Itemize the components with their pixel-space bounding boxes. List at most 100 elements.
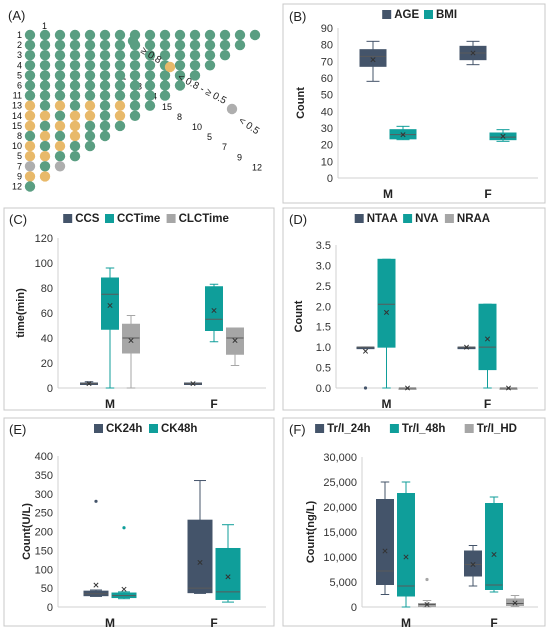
y-tick-label: 150 [35,545,53,557]
matrix-cell [24,70,36,81]
legend-swatch [382,10,392,19]
matrix-cell [99,39,111,51]
outlier-point [363,386,368,390]
matrix-cell [69,130,81,142]
y-tick-label: 10,000 [323,552,357,564]
matrix-cell [54,90,66,101]
panel-label: (F) [289,422,306,437]
matrix-cell [189,70,201,81]
matrix-cell [114,50,126,61]
y-tick-label: 40 [41,333,53,345]
matrix-cell [114,60,126,71]
legend-swatch [403,214,413,223]
matrix-cell [39,29,51,41]
box [215,547,241,600]
y-tick-label: 2.0 [316,301,331,313]
matrix-row-label: 12 [12,182,22,192]
x-category-label: F [210,397,217,411]
legend-label: Tr/I_24h [327,423,370,435]
matrix-cell [99,130,111,142]
panel-label: (A) [8,8,25,23]
matrix-row-label: 10 [12,141,22,151]
matrix-cell [24,29,36,41]
mean-marker [225,574,231,580]
matrix-cell [24,161,36,172]
matrix-cell [24,39,36,51]
x-category-label: M [401,616,411,630]
matrix-cell [219,50,231,61]
legend-swatch [315,424,325,433]
matrix-cell [84,140,96,152]
matrix-cell [69,120,81,132]
y-tick-label: 0 [47,383,53,395]
legend-label: CK24h [106,423,142,435]
y-tick-label: 2.5 [316,281,331,293]
legend-label: CCTime [117,213,160,225]
mean-marker [197,559,203,566]
matrix-row-label: 9 [17,171,22,181]
matrix-cell [129,80,141,91]
matrix-cell [24,120,36,132]
matrix-cell [39,39,51,51]
matrix-cell [54,120,66,132]
matrix-col-label: 5 [207,132,212,142]
mean-marker [190,381,196,387]
mean-marker [470,561,476,568]
mean-marker [382,548,388,554]
legend-label: AGE [394,9,419,21]
matrix-cell [114,70,126,81]
box [205,286,223,331]
matrix-cell [114,80,126,91]
legend-label: < 0.5 [236,115,261,137]
box [464,550,482,577]
matrix-cell [144,39,156,51]
panel-f-chart: (F) 0 5,000 10,000 15,000 20,000 25,000 30,000 C… [282,417,546,630]
legend-label: NVA [415,213,438,225]
matrix-cell [54,151,66,162]
matrix-cell [39,151,51,162]
matrix-cell [144,60,156,71]
matrix-cell [39,171,51,182]
x-category-label: M [382,397,392,411]
matrix-col-label: 15 [162,102,172,112]
matrix-cell [54,100,66,111]
panel-frame [282,3,546,204]
y-tick-label: 0.5 [316,363,331,375]
mean-marker [470,50,476,56]
matrix-cell [189,50,201,61]
matrix-row-label: 5 [17,70,22,80]
matrix-col-label: 1 [42,21,47,31]
panel-frame [3,207,275,411]
outlier-point [122,526,126,530]
legend-label: < 0.8 - ≥ 0.5 [176,72,229,107]
matrix-cell [54,29,66,41]
legend-label: Tr/I_48h [402,423,445,435]
panel-label: (E) [9,422,26,437]
matrix-row-label: 6 [17,81,22,91]
y-tick-label: 120 [35,233,53,245]
matrix-cell [24,171,36,182]
legend-label: CLCTime [179,213,229,225]
matrix-cell [99,120,111,132]
matrix-cell [84,29,96,41]
matrix-cell [84,120,96,132]
panel-label: (D) [289,212,307,227]
x-category-label: F [490,616,497,630]
matrix-cell [189,39,201,51]
matrix-cell [114,29,126,41]
y-tick-label: 30 [321,123,333,135]
panel-frame [282,417,546,627]
matrix-row-label: 14 [12,111,22,121]
matrix-cell [129,90,141,101]
y-tick-label: 30,000 [323,452,357,464]
panel-b-chart: (B) 0 10 20 30 40 50 60 70 80 90 Count M F AGE BMI [282,3,546,204]
matrix-cell [129,100,141,111]
y-tick-label: 15,000 [323,527,357,539]
matrix-cell [69,39,81,51]
legend-swatch [127,35,139,47]
y-tick-label: 0 [327,173,333,185]
matrix-cell [69,80,81,91]
y-tick-label: 400 [35,451,53,463]
x-category-label: M [105,397,115,411]
